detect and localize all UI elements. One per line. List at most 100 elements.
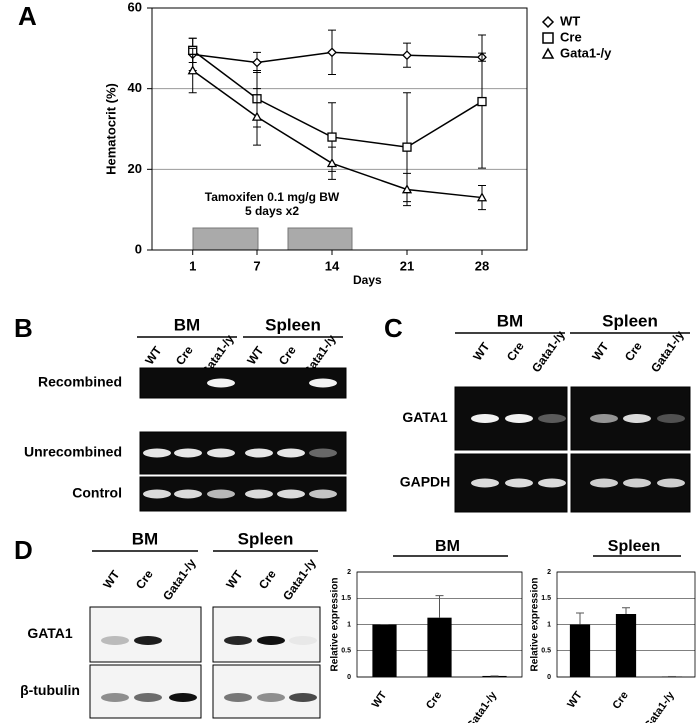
marker xyxy=(476,192,488,202)
band xyxy=(590,414,618,423)
band xyxy=(538,478,566,488)
band xyxy=(143,448,171,458)
lane-label: Cre xyxy=(133,567,156,592)
y-axis-label: Hematocrit (%) xyxy=(103,83,118,175)
band xyxy=(207,489,235,499)
band xyxy=(257,693,285,702)
y-tick-label: 2 xyxy=(547,569,551,576)
band xyxy=(505,478,533,488)
band xyxy=(538,414,566,423)
y-tick-label: 60 xyxy=(128,0,142,14)
x-tick-label: 1 xyxy=(189,258,196,273)
x-tick-label: Gata1-/y xyxy=(465,689,500,723)
x-tick-label: 7 xyxy=(253,258,260,273)
marker xyxy=(542,32,554,44)
band xyxy=(657,478,685,488)
row-label: Recombined xyxy=(38,374,122,390)
band xyxy=(101,636,129,645)
marker xyxy=(327,47,337,58)
band xyxy=(505,414,533,423)
lane-label: Cre xyxy=(256,567,279,592)
error-bar xyxy=(435,595,444,618)
annotation: Tamoxifen 0.1 mg/g BW xyxy=(205,190,340,204)
series-line xyxy=(192,69,483,199)
band xyxy=(207,448,235,458)
lane-label: Gata1-/y xyxy=(529,328,568,375)
gel-strip xyxy=(212,664,321,719)
lane-label: Cre xyxy=(504,339,527,364)
band xyxy=(174,489,202,499)
row-label: Control xyxy=(72,485,122,501)
band xyxy=(101,693,129,702)
y-tick-label: 20 xyxy=(128,161,142,176)
x-tick-label: WT xyxy=(370,689,390,710)
annotation: 5 days x2 xyxy=(245,204,299,218)
y-axis-label: Relative expression xyxy=(330,578,341,672)
band xyxy=(623,414,651,423)
error-bar xyxy=(576,612,584,625)
lane-label: Cre xyxy=(173,343,196,368)
band xyxy=(143,489,171,499)
bar xyxy=(615,614,637,677)
x-tick-label: Cre xyxy=(424,690,444,712)
marker xyxy=(477,96,487,107)
lane-label: WT xyxy=(244,343,267,367)
y-tick-label: 0 xyxy=(347,674,351,681)
error-bar xyxy=(622,607,630,614)
gel-strip xyxy=(89,664,202,719)
y-tick-label: 1.5 xyxy=(541,595,551,602)
x-tick-label: 21 xyxy=(400,258,414,273)
band xyxy=(134,693,162,702)
band xyxy=(169,693,197,702)
marker xyxy=(327,132,337,142)
row-label: β-tubulin xyxy=(20,682,80,698)
row-label: GATA1 xyxy=(27,625,73,641)
bar xyxy=(372,624,397,677)
band xyxy=(309,378,337,388)
band xyxy=(224,693,252,702)
y-tick-label: 0.5 xyxy=(541,648,551,655)
band xyxy=(657,414,685,423)
treatment-period xyxy=(287,227,353,251)
series-line xyxy=(192,49,483,148)
marker xyxy=(541,47,555,59)
marker xyxy=(252,57,262,68)
y-tick-label: 0 xyxy=(547,674,551,681)
lane-label: WT xyxy=(589,339,612,363)
chart-title: Spleen xyxy=(608,538,660,555)
panel-label: B xyxy=(14,313,33,343)
group-label: Spleen xyxy=(238,529,294,548)
group-label: Spleen xyxy=(265,315,321,334)
lane-label: Gata1-/y xyxy=(280,556,319,603)
group-label: Spleen xyxy=(602,311,658,330)
marker xyxy=(402,50,412,61)
x-tick-label: WT xyxy=(565,689,585,710)
row-label: Unrecombined xyxy=(24,444,122,460)
band xyxy=(590,478,618,488)
row-label: GATA1 xyxy=(402,409,448,425)
x-tick-label: Cre xyxy=(610,690,630,712)
gel-strip xyxy=(89,606,202,663)
y-tick-label: 1 xyxy=(547,621,551,628)
band xyxy=(207,378,235,388)
lane-label: Cre xyxy=(622,339,645,364)
chart-title: BM xyxy=(435,538,460,555)
y-tick-label: 2 xyxy=(347,569,351,576)
lane-label: Gata1-/y xyxy=(160,556,199,603)
group-label: BM xyxy=(132,529,158,548)
bar xyxy=(427,617,452,677)
band xyxy=(245,489,273,499)
group-label: BM xyxy=(174,315,200,334)
x-axis-label: Days xyxy=(353,273,382,287)
lane-label: WT xyxy=(470,339,493,363)
lane-label: WT xyxy=(223,567,246,591)
x-tick-label: 14 xyxy=(325,258,340,273)
band xyxy=(471,414,499,423)
band xyxy=(277,489,305,499)
band xyxy=(174,448,202,458)
band xyxy=(309,489,337,499)
y-tick-label: 1 xyxy=(347,621,351,628)
panel-label: D xyxy=(14,535,33,565)
panel-label: C xyxy=(384,313,403,343)
